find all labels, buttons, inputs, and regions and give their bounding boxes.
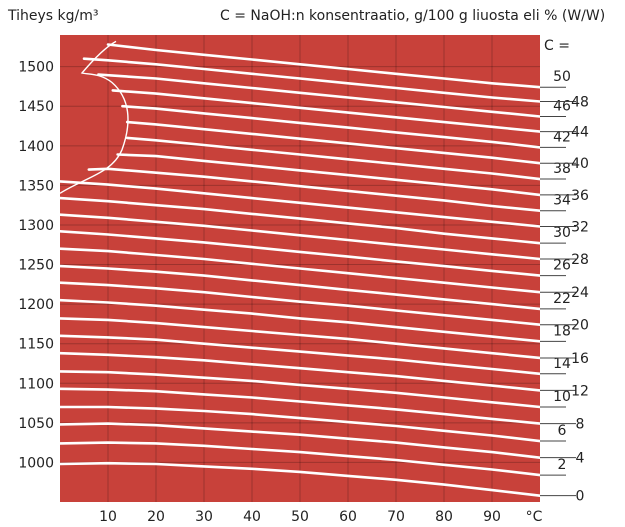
c-label-8: 8 (576, 417, 585, 433)
concentration-caption: C = NaOH:n konsentraatio, g/100 g liuost… (220, 8, 606, 24)
c-label-10: 10 (553, 389, 571, 405)
series-line-c2 (58, 441, 542, 477)
series-line-c18 (58, 298, 542, 343)
series-line-c50 (106, 43, 542, 89)
series-line-c0 (58, 461, 542, 497)
x-tick-label: 70 (387, 509, 405, 525)
c-label-6: 6 (558, 423, 567, 439)
c-label-20: 20 (571, 318, 589, 334)
series-line-c14 (58, 334, 542, 376)
c-label-44: 44 (571, 125, 589, 141)
series-line-c4 (58, 422, 542, 459)
y-axis-title: Tiheys kg/m³ (8, 8, 99, 24)
series-line-c16 (58, 317, 542, 360)
c-label-46: 46 (553, 99, 571, 115)
y-tick-label: 1450 (18, 99, 54, 115)
c-label-12: 12 (571, 383, 589, 399)
c-label-28: 28 (571, 252, 589, 268)
c-label-48: 48 (571, 94, 589, 110)
y-tick-label: 1400 (18, 139, 54, 155)
x-tick-label: 30 (195, 509, 213, 525)
series-line-c12 (58, 351, 542, 392)
series-line-c32 (58, 180, 542, 228)
series-line-c24 (58, 247, 542, 294)
x-tick-labels: 10 20 30 40 50 60 70 80 90 °C (99, 509, 543, 525)
series-line-c20 (58, 281, 542, 326)
series-line-c40 (125, 120, 542, 165)
c-label-40: 40 (571, 156, 589, 172)
y-tick-label: 1100 (18, 376, 54, 392)
c-label-50: 50 (553, 69, 571, 85)
series-line-c26 (58, 230, 542, 277)
c-label-4: 4 (576, 451, 585, 467)
series-line-c48 (82, 57, 542, 103)
y-tick-label: 1200 (18, 297, 54, 313)
series-line-c46 (97, 73, 542, 118)
c-label-42: 42 (553, 129, 571, 145)
series-line-c44 (111, 89, 542, 133)
y-tick-label: 1500 (18, 60, 54, 76)
c-label-16: 16 (571, 351, 589, 367)
y-tick-label: 1350 (18, 178, 54, 194)
c-equals-label: C = (544, 38, 570, 54)
series-lines (58, 43, 542, 497)
x-tick-label: 90 (483, 509, 501, 525)
y-tick-labels: 1000 1050 1100 1150 1200 1250 1300 1350 1400 1450… (18, 60, 54, 472)
c-label-14: 14 (553, 356, 571, 372)
y-tick-label: 1050 (18, 416, 54, 432)
c-label-26: 26 (553, 258, 571, 274)
c-label-2: 2 (558, 457, 567, 473)
series-line-c10 (58, 370, 542, 409)
series-line-c38 (125, 136, 542, 181)
c-label-32: 32 (571, 220, 589, 236)
series-line-c36 (116, 153, 542, 197)
c-label-18: 18 (553, 323, 571, 339)
series-line-c8 (58, 387, 542, 425)
c-label-0: 0 (576, 489, 585, 505)
c-label-36: 36 (571, 188, 589, 204)
y-tick-label: 1300 (18, 218, 54, 234)
y-tick-label: 1000 (18, 455, 54, 471)
x-tick-label: 50 (291, 509, 309, 525)
c-label-38: 38 (553, 161, 571, 177)
x-tick-label: 20 (147, 509, 165, 525)
x-tick-label: 40 (243, 509, 261, 525)
series-line-c34 (87, 167, 542, 212)
c-label-22: 22 (553, 291, 571, 307)
y-tick-label: 1250 (18, 258, 54, 274)
c-label-34: 34 (553, 193, 571, 209)
series-line-c42 (121, 104, 542, 149)
y-tick-label: 1150 (18, 337, 54, 353)
x-tick-label: 10 (99, 509, 117, 525)
x-unit-label: °C (526, 509, 543, 525)
c-label-30: 30 (553, 225, 571, 241)
series-line-c30 (58, 196, 542, 245)
series-line-c22 (58, 264, 542, 311)
series-line-c28 (58, 213, 542, 261)
x-tick-label: 60 (339, 509, 357, 525)
x-tick-label: 80 (435, 509, 453, 525)
c-label-24: 24 (571, 285, 589, 301)
series-line-c6 (58, 405, 542, 443)
